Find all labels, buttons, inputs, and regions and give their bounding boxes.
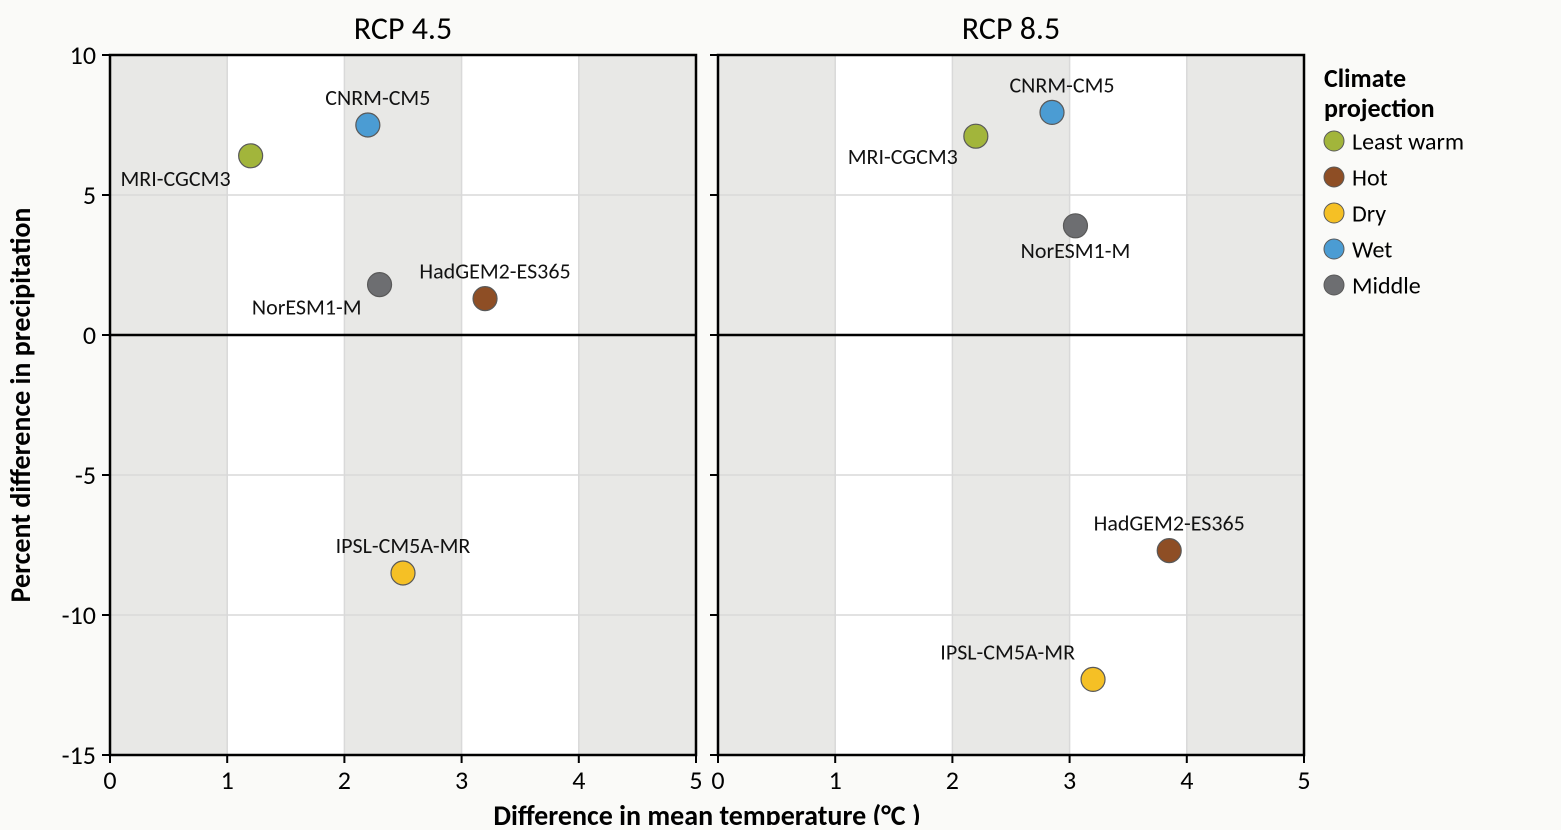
- data-point-label: IPSL-CM5A-MR: [940, 638, 1075, 665]
- y-tick-label: -10: [62, 599, 96, 631]
- data-point-label: MRI-CGCM3: [120, 165, 230, 192]
- y-tick-label: -5: [75, 459, 96, 491]
- panel: 0 1 2 3 4 5 RCP 8.5 MRI-CGCM3 CNRM-CM5 NorESM1-M H…: [710, 9, 1311, 796]
- legend-title: Climate: [1324, 62, 1406, 94]
- x-tick-label: 2: [946, 764, 959, 796]
- data-point-label: IPSL-CM5A-MR: [336, 532, 471, 559]
- data-point-label: NorESM1-M: [1021, 237, 1131, 264]
- legend-swatch: [1324, 167, 1344, 187]
- data-point-label: MRI-CGCM3: [848, 143, 958, 170]
- data-point: [473, 287, 497, 311]
- data-point: [1063, 214, 1087, 238]
- data-point-label: HadGEM2-ES365: [1094, 510, 1245, 537]
- y-tick-label: 0: [83, 319, 96, 351]
- x-axis-label: Difference in mean temperature (°C ): [493, 798, 920, 825]
- y-tick-label: -15: [62, 739, 96, 771]
- x-tick-label: 3: [455, 764, 468, 796]
- chart-container: 012345-15-10-50510RCP 4.5MRI-CGCM3CNRM-C…: [0, 0, 1561, 825]
- climate-scatter-chart: 012345-15-10-50510RCP 4.5MRI-CGCM3CNRM-C…: [0, 0, 1561, 825]
- panel: 0 1 2 3 4 5 -15 -10 -5 0 5 10 RCP 4.5 MRI-CGCM3 CNRM-C…: [62, 9, 703, 796]
- legend-label: Least warm: [1352, 127, 1464, 156]
- legend-label: Dry: [1352, 199, 1386, 228]
- x-tick-label: 3: [1063, 764, 1076, 796]
- legend-title: projection: [1324, 92, 1435, 124]
- data-point-label: HadGEM2-ES365: [419, 258, 570, 285]
- panel-title: RCP 8.5: [962, 9, 1060, 48]
- data-point-label: CNRM-CM5: [325, 84, 430, 111]
- data-point: [1157, 539, 1181, 563]
- legend-swatch: [1324, 203, 1344, 223]
- x-tick-label: 2: [338, 764, 351, 796]
- x-tick-label: 5: [689, 764, 702, 796]
- data-point-label: NorESM1-M: [252, 294, 362, 321]
- x-tick-label: 1: [829, 764, 842, 796]
- legend-label: Hot: [1352, 163, 1388, 192]
- data-point: [964, 124, 988, 148]
- x-tick-label: 0: [711, 764, 724, 796]
- legend-label: Wet: [1352, 235, 1392, 264]
- data-point-label: CNRM-CM5: [1009, 71, 1114, 98]
- y-tick-label: 10: [70, 39, 96, 71]
- x-tick-label: 5: [1297, 764, 1310, 796]
- data-point: [356, 113, 380, 137]
- x-tick-label: 1: [221, 764, 234, 796]
- legend-swatch: [1324, 239, 1344, 259]
- y-tick-label: 5: [83, 179, 96, 211]
- data-point: [1081, 667, 1105, 691]
- legend-label: Middle: [1352, 271, 1421, 300]
- y-axis-label: Percent difference in precipitation: [3, 208, 38, 603]
- x-tick-label: 4: [1180, 764, 1193, 796]
- panel-title: RCP 4.5: [354, 9, 452, 48]
- data-point: [391, 561, 415, 585]
- legend-swatch: [1324, 275, 1344, 295]
- x-tick-label: 0: [103, 764, 116, 796]
- legend-swatch: [1324, 131, 1344, 151]
- data-point: [239, 144, 263, 168]
- data-point: [368, 273, 392, 297]
- x-tick-label: 4: [572, 764, 585, 796]
- data-point: [1040, 100, 1064, 124]
